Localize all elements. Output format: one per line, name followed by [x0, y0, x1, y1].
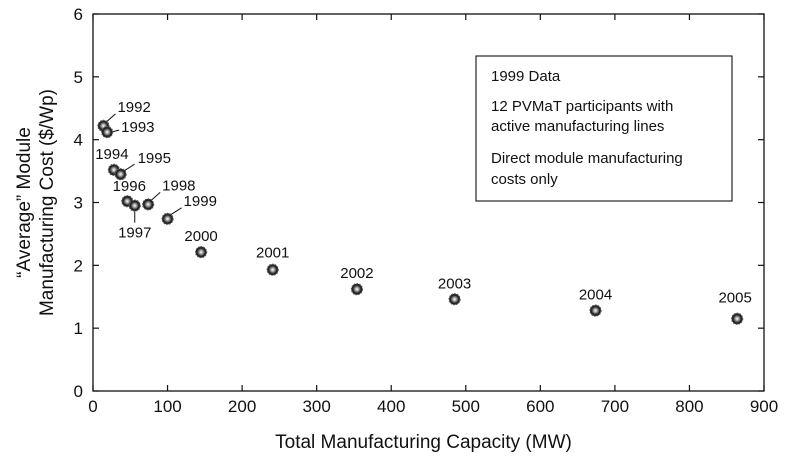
data-point	[197, 248, 205, 256]
x-tick-label: 200	[228, 397, 256, 416]
y-tick-label: 0	[74, 382, 83, 401]
point-label-leader	[150, 192, 161, 201]
data-point-label: 1994	[95, 146, 128, 163]
data-point-label: 2000	[184, 228, 217, 245]
y-tick-label: 5	[74, 68, 83, 87]
y-axis-title-line: “Average” Module	[14, 127, 35, 278]
data-point	[450, 295, 459, 304]
point-label-leader	[170, 207, 182, 216]
data-point-label: 2005	[718, 290, 751, 307]
legend-box	[475, 55, 733, 202]
legend-text-line: active manufacturing lines	[491, 118, 664, 135]
data-point-label: 1999	[184, 193, 217, 210]
data-point-label: 1998	[162, 177, 195, 194]
data-point-label: 2004	[579, 287, 612, 304]
legend-text-line: costs only	[491, 171, 558, 188]
data-point	[144, 200, 152, 209]
data-point	[268, 265, 277, 274]
x-tick-label: 0	[88, 397, 97, 416]
legend-text-line: 1999 Data	[491, 68, 561, 85]
data-point-label: 1997	[118, 225, 151, 242]
x-tick-label: 300	[302, 397, 330, 416]
data-point-label: 1992	[117, 99, 150, 116]
data-point	[130, 201, 139, 210]
legend-text-line: Direct module manufacturing	[491, 150, 683, 167]
x-tick-label: 500	[452, 397, 480, 416]
data-point-label: 2002	[340, 265, 373, 282]
x-tick-label: 400	[377, 397, 405, 416]
data-point-label: 2001	[256, 245, 289, 262]
data-point	[163, 215, 172, 223]
x-axis-title: Total Manufacturing Capacity (MW)	[275, 432, 572, 453]
data-point	[116, 170, 125, 179]
data-point-label: 1995	[138, 150, 171, 167]
point-label-leader	[123, 163, 135, 172]
legend-text-line: 12 PVMaT participants with	[491, 98, 673, 115]
point-label-leader	[106, 113, 116, 123]
y-tick-label: 3	[74, 194, 83, 213]
y-tick-label: 6	[74, 5, 83, 24]
x-tick-label: 900	[750, 397, 778, 416]
data-point	[123, 197, 132, 206]
data-point-label: 1996	[113, 178, 146, 195]
y-tick-label: 2	[74, 256, 83, 275]
x-tick-label: 600	[526, 397, 554, 416]
y-tick-label: 4	[74, 131, 83, 150]
x-tick-label: 100	[153, 397, 181, 416]
data-point	[733, 314, 741, 323]
data-point-label: 2003	[438, 275, 471, 292]
x-tick-label: 700	[601, 397, 629, 416]
data-point	[353, 285, 361, 294]
y-tick-label: 1	[74, 319, 83, 338]
data-point-label: 1993	[121, 119, 154, 136]
y-axis-title-line: Manufacturing Cost ($/Wp)	[37, 89, 58, 316]
x-tick-label: 800	[675, 397, 703, 416]
data-point	[591, 306, 600, 315]
data-point	[103, 128, 111, 136]
